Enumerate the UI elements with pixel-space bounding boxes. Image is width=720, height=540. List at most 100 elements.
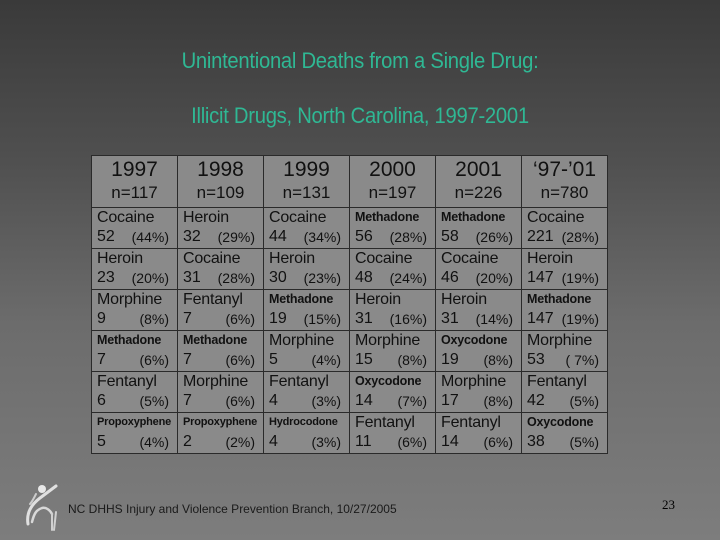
table-cell: Fentanyl 6 (5%) <box>91 371 178 413</box>
death-count: 31 <box>441 310 459 327</box>
drug-name: Heroin <box>97 250 143 267</box>
death-values: 15 (8%) <box>355 350 435 370</box>
table-row: Morphine 9 (8%) Fentanyl 7 (6%) Methadone 19 (15… <box>91 289 608 331</box>
slide-title-line-1: Unintentional Deaths from a Single Drug: <box>181 48 539 73</box>
death-values: 4 (3%) <box>269 391 349 411</box>
table-cell: Morphine 7 (6%) <box>177 371 264 413</box>
drug-name: Morphine <box>183 373 249 390</box>
drug-name: Fentanyl <box>355 414 415 431</box>
drug-name: Propoxyphene <box>183 416 258 428</box>
column-header: 2000 n=197 <box>349 155 436 208</box>
table-cell: Heroin 31 (16%) <box>349 289 436 331</box>
death-values: 147 (19%) <box>527 268 607 288</box>
drug-name: Methadone <box>441 210 506 224</box>
table-cell: Fentanyl 42 (5%) <box>521 371 608 413</box>
drug-name: Morphine <box>355 332 421 349</box>
death-values: 7 (6%) <box>183 309 263 329</box>
table-row: Cocaine 52 (44%) Heroin 32 (29%) Cocaine 44 (34%… <box>91 207 608 249</box>
death-values: 2 (2%) <box>183 432 263 452</box>
column-sample-size: n=131 <box>282 183 331 202</box>
death-count: 14 <box>441 433 459 450</box>
death-values: 52 (44%) <box>97 227 177 247</box>
death-values: 5 (4%) <box>269 350 349 370</box>
drug-name: Morphine <box>441 373 507 390</box>
death-percent: (6%) <box>139 352 169 368</box>
drug-name: Fentanyl <box>97 373 157 390</box>
drug-name: Oxycodone <box>527 415 594 429</box>
column-year: 2000 <box>369 158 416 181</box>
table-cell: Methadone 7 (6%) <box>177 330 264 372</box>
death-percent: (5%) <box>139 393 169 409</box>
column-year: 1999 <box>283 158 330 181</box>
death-values: 19 (8%) <box>441 350 521 370</box>
death-count: 31 <box>183 269 201 286</box>
death-count: 19 <box>441 351 459 368</box>
death-count: 56 <box>355 228 373 245</box>
death-count: 2 <box>183 433 192 450</box>
death-values: 58 (26%) <box>441 227 521 247</box>
drug-name: Cocaine <box>97 209 155 226</box>
drug-name: Methadone <box>355 210 420 224</box>
table-cell: Morphine 53 ( 7%) <box>521 330 608 372</box>
table-cell: Methadone 56 (28%) <box>349 207 436 249</box>
table-cell: Heroin 147 (19%) <box>521 248 608 290</box>
death-count: 7 <box>183 392 192 409</box>
page-number: 23 <box>662 497 675 512</box>
death-count: 53 <box>527 351 545 368</box>
death-percent: (7%) <box>397 393 427 409</box>
death-count: 5 <box>97 433 106 450</box>
drug-deaths-table: 1997 n=117 1998 n=109 1999 n=131 2000 n=197 2001… <box>91 155 608 454</box>
death-percent: (34%) <box>303 229 341 245</box>
table-cell: Cocaine 46 (20%) <box>435 248 522 290</box>
drug-name: Propoxyphene <box>97 416 172 428</box>
death-percent: ( 7%) <box>565 352 599 368</box>
column-header: 1997 n=117 <box>91 155 178 208</box>
table-row: Heroin 23 (20%) Cocaine 31 (28%) Heroin 30 (23%)… <box>91 248 608 290</box>
death-values: 53 ( 7%) <box>527 350 607 370</box>
death-count: 7 <box>97 351 106 368</box>
death-count: 42 <box>527 392 545 409</box>
death-percent: (29%) <box>217 229 255 245</box>
column-year: 1997 <box>111 158 158 181</box>
column-header: ‘97-’01 n=780 <box>521 155 608 208</box>
death-values: 56 (28%) <box>355 227 435 247</box>
drug-name: Cocaine <box>269 209 327 226</box>
table-cell: Methadone 147 (19%) <box>521 289 608 331</box>
death-percent: (3%) <box>311 393 341 409</box>
drug-name: Methadone <box>527 292 592 306</box>
drug-name: Heroin <box>269 250 315 267</box>
death-percent: (6%) <box>225 311 255 327</box>
table-cell: Morphine 17 (8%) <box>435 371 522 413</box>
table-cell: Fentanyl 11 (6%) <box>349 412 436 454</box>
table-cell: Heroin 30 (23%) <box>263 248 350 290</box>
death-percent: (20%) <box>475 270 513 286</box>
dancing-figure-logo-icon <box>26 484 58 531</box>
table-cell: Morphine 9 (8%) <box>91 289 178 331</box>
table-cell: Cocaine 221 (28%) <box>521 207 608 249</box>
drug-name: Morphine <box>97 291 163 308</box>
table-cell: Methadone 19 (15%) <box>263 289 350 331</box>
death-percent: (19%) <box>561 311 599 327</box>
death-values: 48 (24%) <box>355 268 435 288</box>
death-count: 38 <box>527 433 545 450</box>
death-count: 31 <box>355 310 373 327</box>
table-cell: Heroin 31 (14%) <box>435 289 522 331</box>
death-values: 31 (28%) <box>183 268 263 288</box>
table-row: Propoxyphene 5 (4%) Propoxyphene 2 (2%) Hydroc… <box>91 412 608 454</box>
death-count: 44 <box>269 228 287 245</box>
death-percent: (26%) <box>475 229 513 245</box>
death-values: 9 (8%) <box>97 309 177 329</box>
table-cell: Hydrocodone 4 (3%) <box>263 412 350 454</box>
death-count: 15 <box>355 351 373 368</box>
death-values: 7 (6%) <box>97 350 177 370</box>
death-values: 30 (23%) <box>269 268 349 288</box>
drug-name: Fentanyl <box>441 414 501 431</box>
table-cell: Fentanyl 14 (6%) <box>435 412 522 454</box>
death-values: 17 (8%) <box>441 391 521 411</box>
table-cell: Fentanyl 4 (3%) <box>263 371 350 413</box>
column-header: 1998 n=109 <box>177 155 264 208</box>
death-values: 14 (6%) <box>441 432 521 452</box>
death-values: 4 (3%) <box>269 432 349 452</box>
death-percent: (28%) <box>217 270 255 286</box>
death-values: 38 (5%) <box>527 432 607 452</box>
